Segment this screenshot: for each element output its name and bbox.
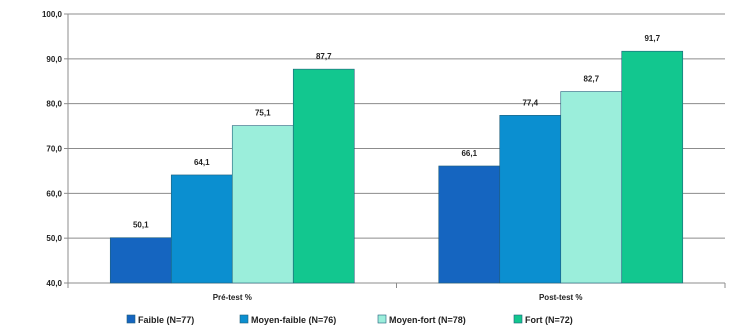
bar	[231, 125, 294, 284]
bar	[499, 115, 562, 284]
y-tick-label: 80,0	[46, 100, 62, 109]
y-tick-label: 50,0	[46, 234, 62, 243]
bar	[560, 91, 623, 284]
legend-label: Faible (N=77)	[138, 315, 194, 325]
legend-swatch	[239, 314, 249, 324]
y-tick-label: 70,0	[46, 145, 62, 154]
legend-swatch	[513, 314, 523, 324]
x-category-label: Post-test %	[539, 293, 583, 302]
data-label: 87,7	[316, 52, 332, 61]
bar	[621, 50, 684, 284]
legend-label: Moyen-faible (N=76)	[251, 315, 336, 325]
legend-swatch	[377, 314, 387, 324]
x-category-label: Pré-test %	[213, 293, 252, 302]
data-label: 64,1	[194, 158, 210, 167]
data-label: 91,7	[644, 34, 660, 43]
bar	[292, 68, 355, 284]
legend-label: Moyen-fort (N=78)	[389, 315, 466, 325]
data-label: 77,4	[522, 98, 538, 107]
legend-swatch	[126, 314, 136, 324]
data-label: 82,7	[583, 75, 599, 84]
data-label: 66,1	[461, 149, 477, 158]
legend-label: Fort (N=72)	[525, 315, 573, 325]
bar	[170, 174, 233, 284]
data-label: 50,1	[133, 221, 149, 230]
y-tick-label: 90,0	[46, 55, 62, 64]
bar	[438, 165, 501, 284]
bar	[109, 237, 172, 284]
y-tick-label: 40,0	[46, 279, 62, 288]
y-tick-label: 60,0	[46, 189, 62, 198]
data-label: 75,1	[255, 109, 271, 118]
y-tick-label: 100,0	[42, 10, 63, 19]
